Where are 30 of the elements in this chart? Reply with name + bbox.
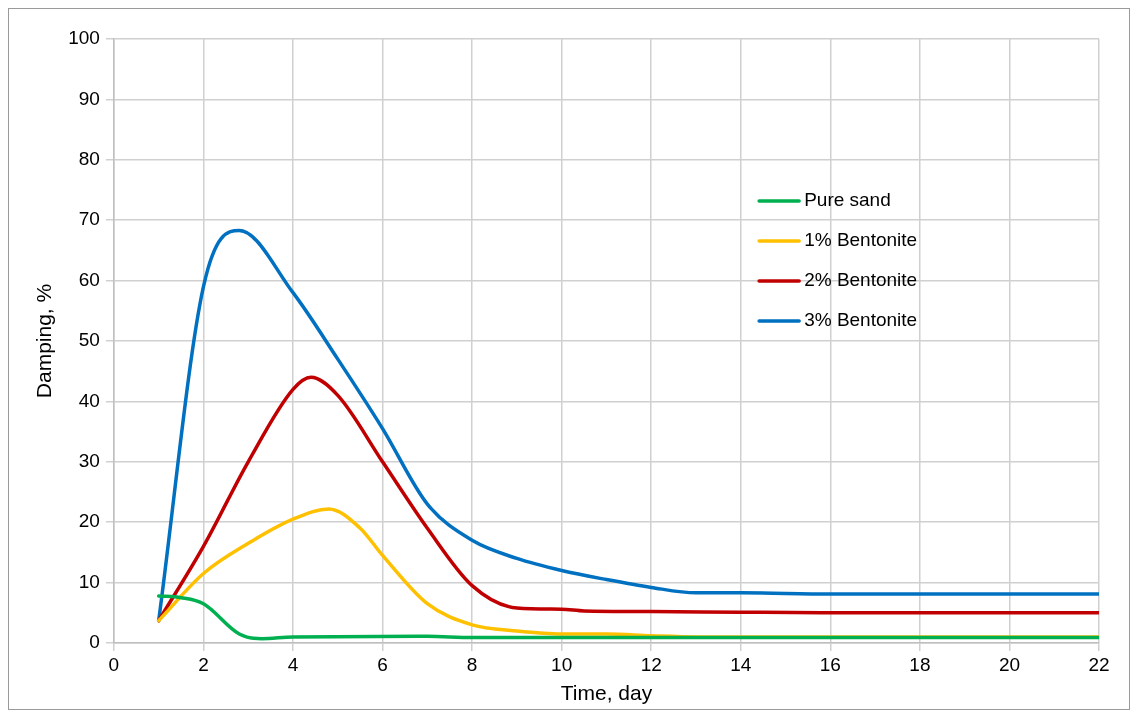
x-tick-label: 22	[1088, 653, 1110, 675]
x-tick-label: 20	[998, 653, 1021, 675]
x-tick-label: 16	[819, 653, 841, 675]
legend-label: Pure sand	[804, 189, 891, 211]
x-tick-label: 4	[287, 653, 299, 675]
y-tick-label: 100	[68, 27, 100, 49]
y-tick-label: 0	[89, 631, 100, 653]
y-tick-label: 80	[78, 148, 100, 170]
y-tick-label: 30	[78, 450, 100, 472]
x-tick-label: 18	[909, 653, 931, 675]
x-axis-title: Time, day	[560, 681, 653, 705]
line-series	[156, 594, 1099, 641]
y-tick-label: 70	[78, 208, 100, 230]
y-axis-title: Damping, %	[32, 283, 56, 399]
y-tick-label: 50	[78, 329, 100, 351]
x-tick-label: 10	[551, 653, 573, 675]
x-tick-label: 8	[466, 653, 478, 675]
y-tick-label: 40	[78, 389, 100, 411]
legend-label: 3% Bentonite	[804, 309, 918, 331]
x-tick-label: 14	[730, 653, 752, 675]
x-tick-label: 6	[377, 653, 388, 675]
x-tick-label: 0	[108, 653, 120, 675]
x-tick-label: 12	[640, 653, 662, 675]
y-tick-label: 90	[78, 87, 100, 109]
y-tick-label: 60	[78, 268, 100, 290]
legend-label: 2% Bentonite	[804, 269, 918, 291]
y-tick-label: 10	[78, 570, 100, 592]
legend-label: 1% Bentonite	[804, 229, 918, 251]
x-tick-label: 2	[198, 653, 209, 675]
y-tick-label: 20	[78, 510, 100, 532]
